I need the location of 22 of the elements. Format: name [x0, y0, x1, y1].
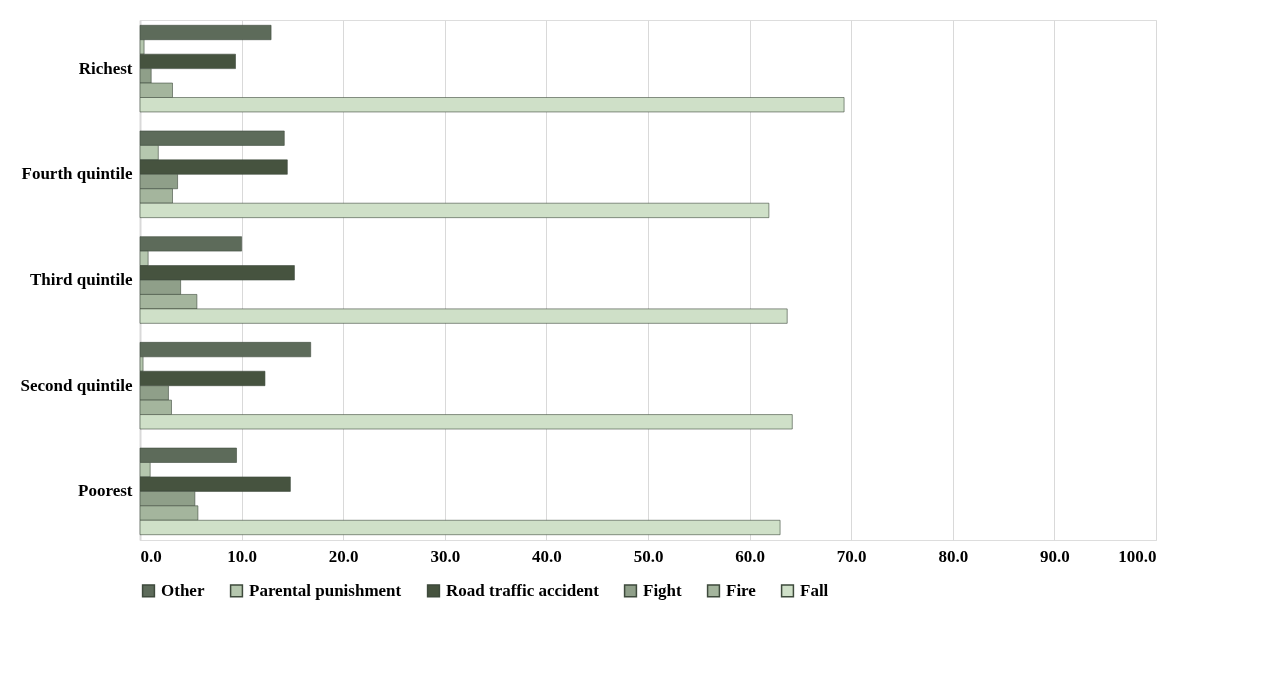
- legend-label: Road traffic accident: [446, 580, 600, 600]
- legend-label: Fire: [726, 580, 757, 600]
- y-tick-label: Fourth quintile: [21, 164, 133, 184]
- x-tick-label: 50.0: [633, 546, 664, 566]
- y-tick-label: Second quintile: [20, 375, 133, 395]
- x-tick-label: 80.0: [938, 546, 969, 566]
- x-tick-label: 10.0: [227, 546, 257, 566]
- legend-label: Other: [161, 580, 205, 600]
- x-tick-label: 70.0: [836, 546, 867, 566]
- y-tick-label: Third quintile: [29, 270, 133, 289]
- y-tick-label: Richest: [78, 58, 133, 78]
- x-tick-label: 40.0: [532, 546, 562, 566]
- x-tick-label: 20.0: [328, 546, 359, 566]
- x-tick-label: 30.0: [430, 546, 461, 566]
- x-tick-label: 60.0: [735, 546, 765, 566]
- x-tick-label: 100.0: [1118, 546, 1157, 566]
- legend-label: Fall: [800, 580, 829, 600]
- y-tick-label: Poorest: [78, 481, 133, 501]
- x-tick-label: 90.0: [1040, 546, 1070, 566]
- x-tick-label: 0.0: [140, 546, 162, 566]
- legend-label: Fight: [643, 580, 683, 600]
- legend-label: Parental punishment: [249, 580, 402, 600]
